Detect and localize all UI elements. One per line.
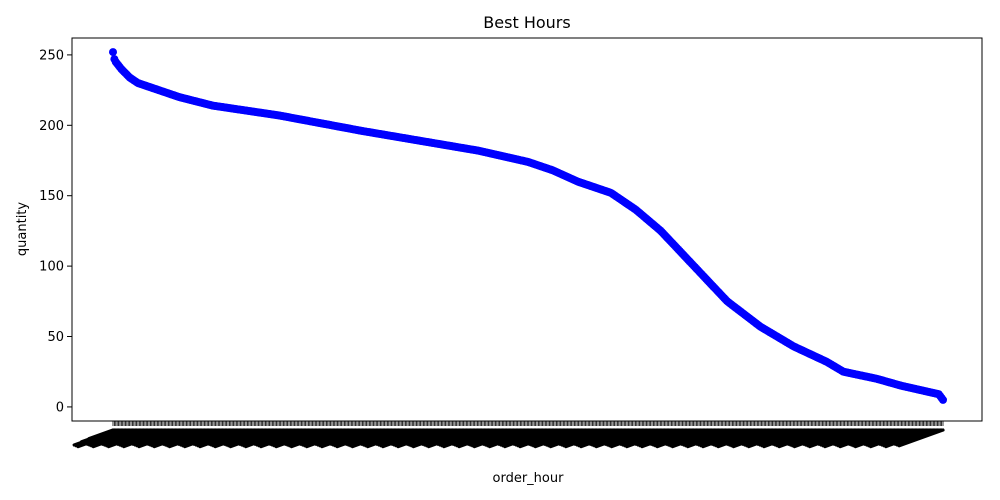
chart-title: Best Hours <box>483 13 570 32</box>
y-tick-label: 0 <box>56 400 64 415</box>
data-point <box>109 48 117 57</box>
y-axis: 0 50 100 150 200 250 <box>39 48 72 415</box>
y-tick-label: 200 <box>39 119 64 134</box>
x-axis-label: order_hour <box>493 471 565 486</box>
y-tick-label: 100 <box>39 260 64 275</box>
y-tick-label: 150 <box>39 189 64 204</box>
y-tick-label: 250 <box>39 48 64 63</box>
y-axis-label: quantity <box>15 202 30 257</box>
y-tick-label: 50 <box>47 330 64 345</box>
x-axis <box>72 421 945 449</box>
data-points <box>109 48 947 404</box>
data-point <box>939 395 947 404</box>
plot-frame <box>71 37 983 422</box>
x-tick-label <box>897 428 945 448</box>
